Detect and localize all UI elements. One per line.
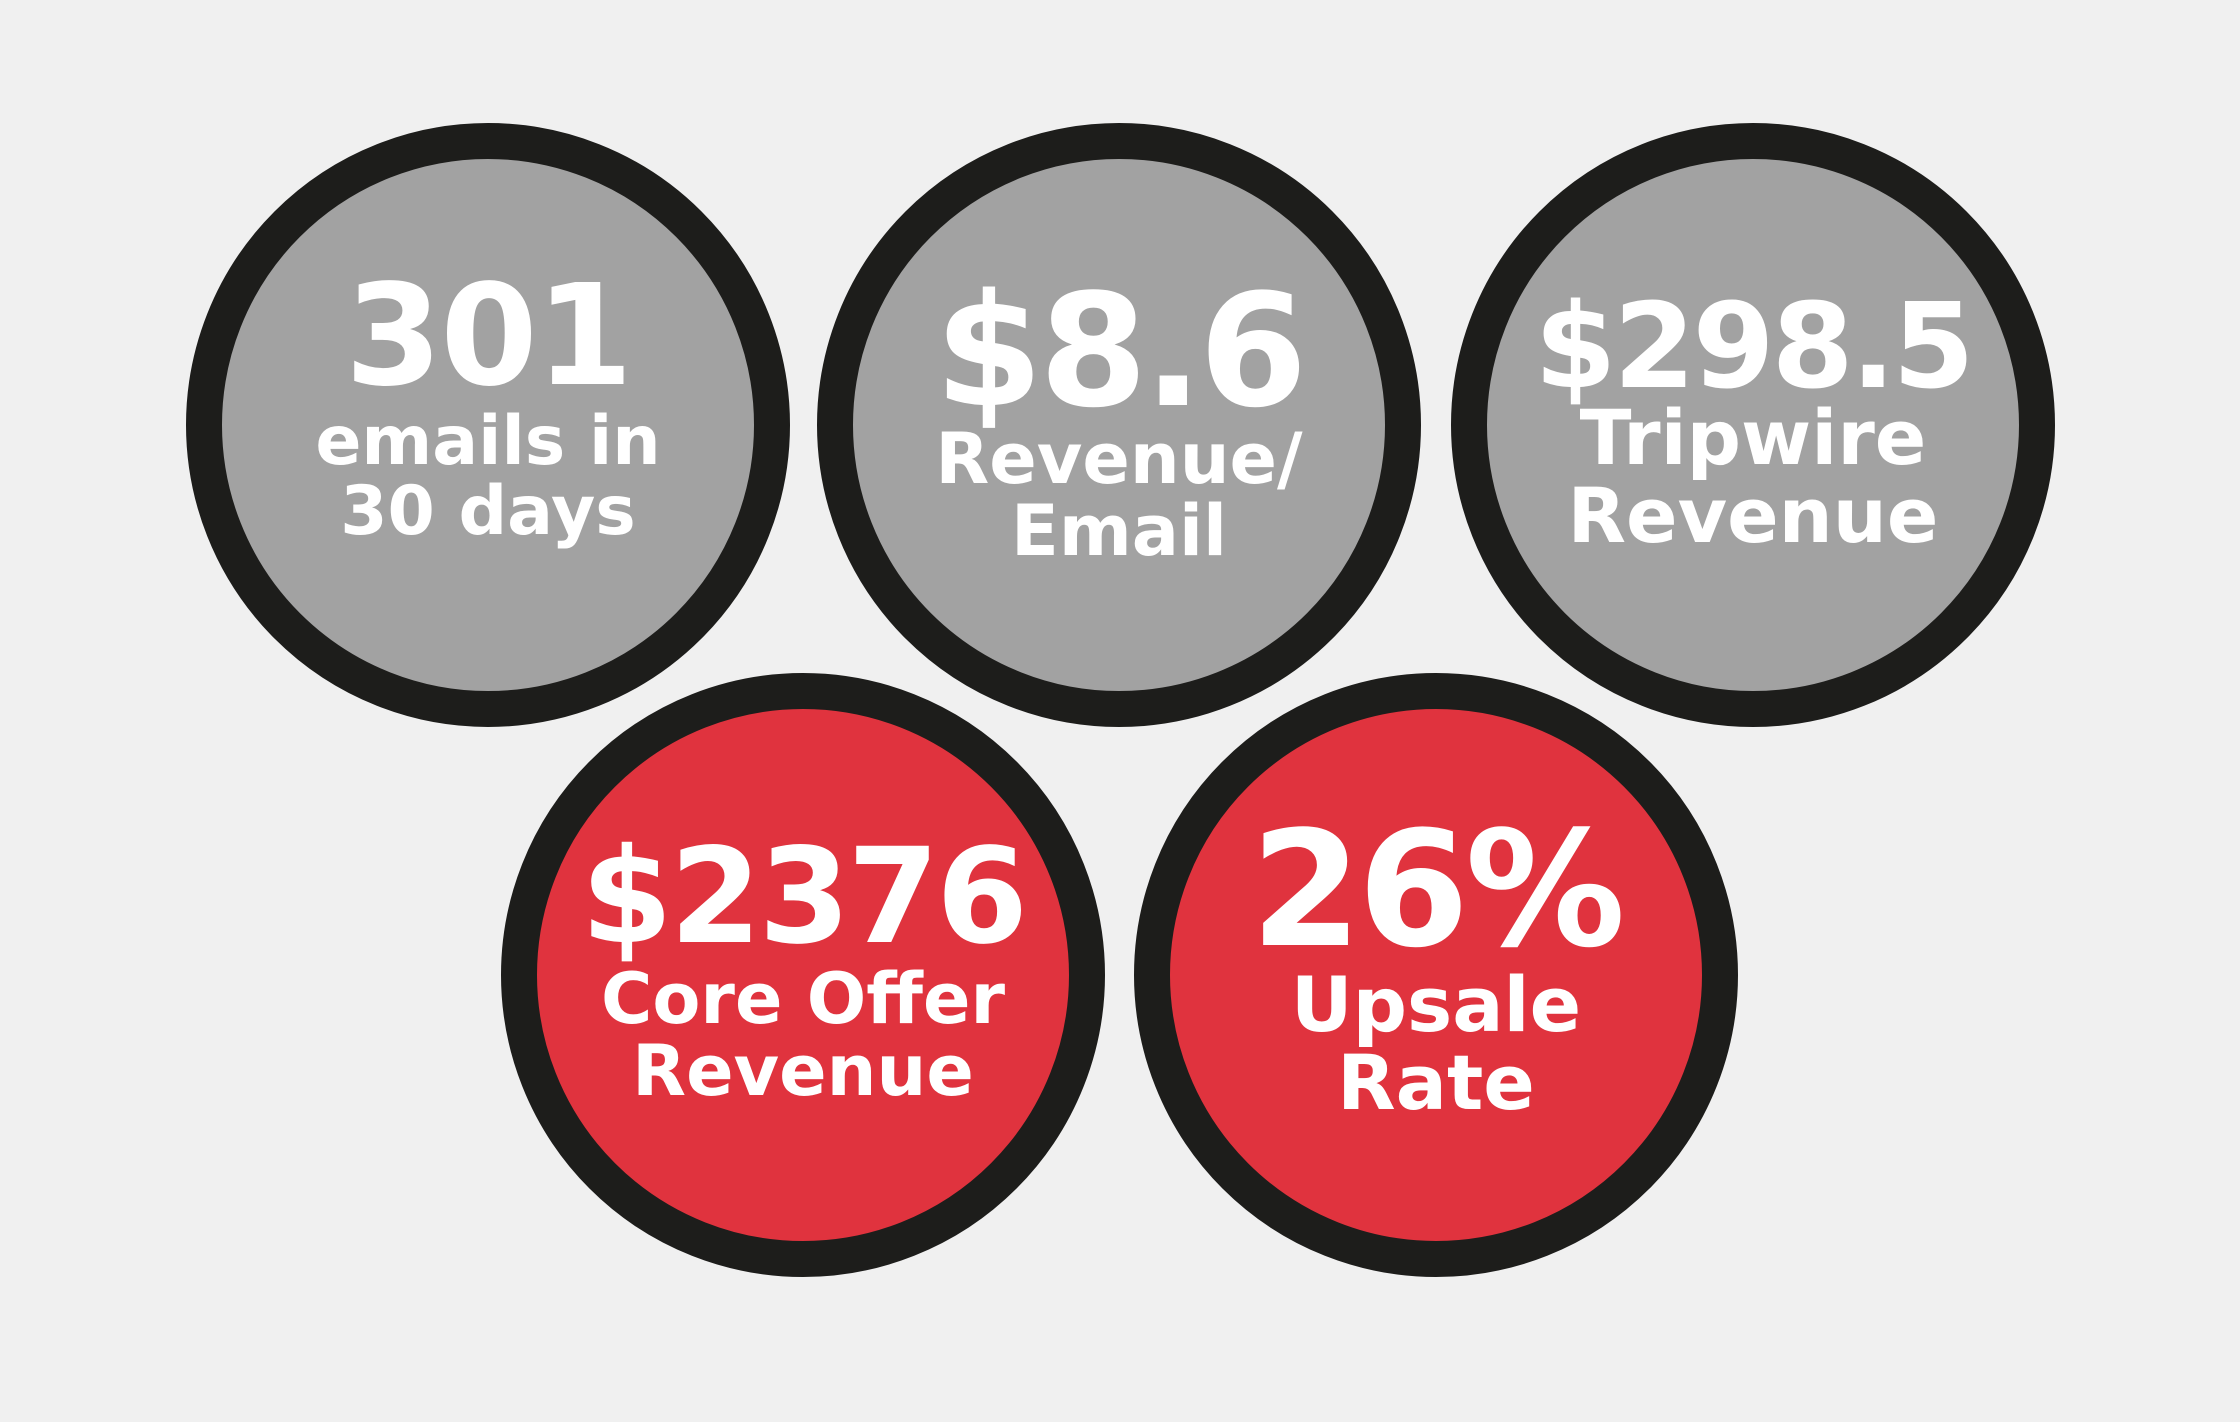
stat-circle-revenue-per-email: $8.6 Revenue/ Email xyxy=(817,123,1421,727)
stat-label: Upsale Rate xyxy=(1290,959,1582,1127)
stat-value: 26% xyxy=(1250,795,1626,983)
stat-value: 301 xyxy=(344,254,633,418)
stat-circle-upsale-rate: 26% Upsale Rate xyxy=(1134,673,1738,1277)
stat-value: $298.5 xyxy=(1534,276,1974,415)
stat-label: Revenue/ Email xyxy=(935,417,1303,572)
stat-circle-tripwire-revenue: $298.5 Tripwire Revenue xyxy=(1451,123,2055,727)
stat-circle-emails: 301 emails in 30 days xyxy=(186,123,790,727)
stat-label: Tripwire Revenue xyxy=(1567,392,1939,560)
stat-value: $8.6 xyxy=(934,259,1308,442)
stat-value: $2376 xyxy=(580,819,1028,974)
stat-label: Core Offer Revenue xyxy=(600,957,1006,1112)
stat-label: emails in 30 days xyxy=(315,401,661,551)
stat-circle-core-offer-revenue: $2376 Core Offer Revenue xyxy=(501,673,1105,1277)
